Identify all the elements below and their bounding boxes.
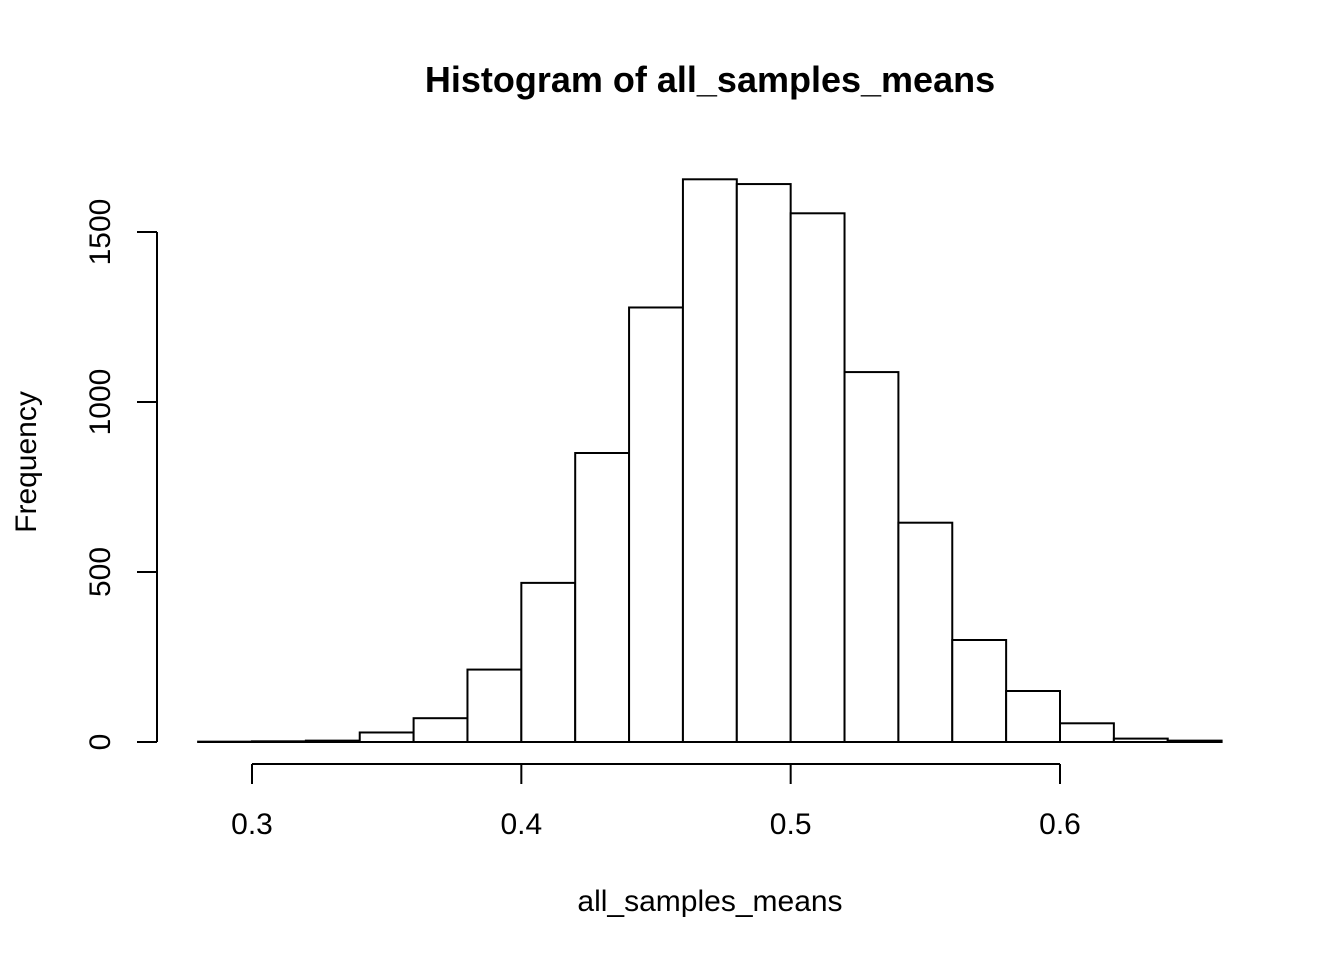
histogram-bars — [197, 178, 1223, 744]
histogram-bar-8 — [628, 306, 684, 743]
histogram-bar-11 — [789, 212, 846, 744]
histogram-bar-6 — [520, 581, 577, 743]
histogram-bar-14 — [951, 639, 1008, 743]
y-tick-label: 500 — [84, 547, 117, 597]
histogram-bar-17 — [1112, 737, 1169, 743]
histogram-bar-12 — [843, 371, 900, 743]
histogram-bar-13 — [897, 521, 954, 744]
histogram-bar-18 — [1166, 739, 1223, 744]
histogram-bar-15 — [1005, 690, 1062, 743]
histogram-bar-2 — [304, 739, 361, 744]
y-axis: 0 500 1000 1500 — [84, 199, 158, 751]
histogram-bar-3 — [358, 731, 415, 743]
x-axis-label: all_samples_means — [577, 885, 842, 918]
histogram-bar-5 — [466, 668, 523, 744]
histogram-bar-7 — [574, 452, 631, 743]
x-tick-label: 0.3 — [231, 808, 273, 841]
histogram-bar-4 — [412, 717, 469, 744]
x-axis: 0.3 0.4 0.5 0.6 — [231, 763, 1081, 841]
x-axis-ticks: 0.3 0.4 0.5 0.6 — [231, 764, 1081, 841]
histogram-bar-10 — [735, 183, 792, 743]
histogram-bar-1 — [251, 740, 307, 744]
y-tick-label: 0 — [84, 734, 117, 751]
y-axis-ticks: 0 500 1000 1500 — [84, 199, 157, 751]
x-tick-label: 0.6 — [1039, 808, 1081, 841]
y-tick-label: 1500 — [84, 199, 117, 266]
histogram-bar-9 — [681, 178, 738, 744]
x-tick-label: 0.4 — [500, 808, 542, 841]
histogram-bar-16 — [1059, 722, 1115, 743]
x-tick-label: 0.5 — [770, 808, 812, 841]
y-axis-label: Frequency — [10, 391, 43, 533]
chart-title: Histogram of all_samples_means — [425, 59, 995, 100]
y-tick-label: 1000 — [84, 369, 117, 436]
